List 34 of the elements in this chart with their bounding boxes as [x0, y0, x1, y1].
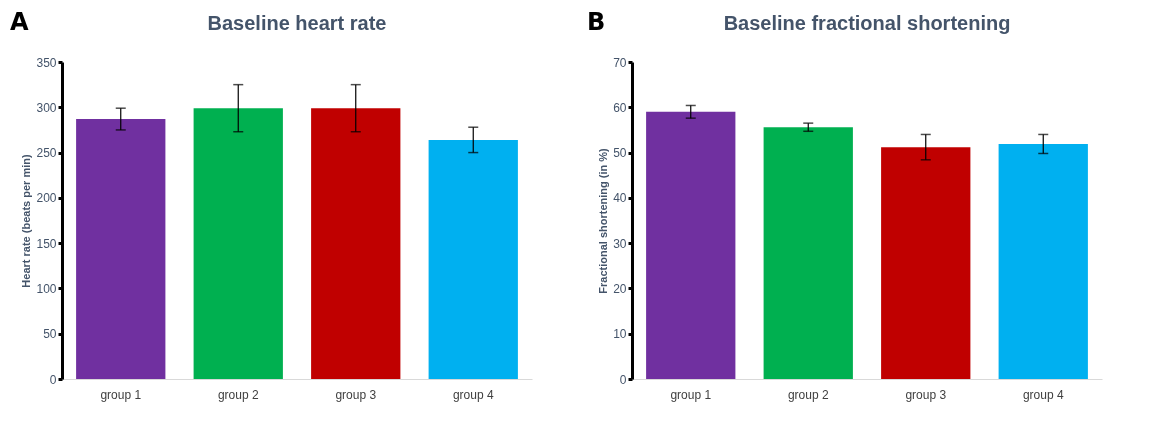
x-tick-label: group 1: [670, 387, 712, 402]
x-tick-label: group 3: [335, 387, 377, 402]
y-tick-label: 40: [613, 191, 627, 206]
chart-title: Baseline fractional shortening: [723, 12, 1011, 34]
x-tick-label: group 2: [787, 387, 829, 402]
y-tick-label: 250: [36, 146, 57, 161]
y-tick-label: 30: [613, 236, 627, 251]
y-tick-label: 20: [613, 281, 627, 296]
y-tick-label: 0: [49, 372, 57, 387]
x-tick-label: group 1: [100, 387, 142, 402]
chart-title: Baseline heart rate: [207, 12, 387, 34]
text: A: [10, 8, 29, 36]
x-tick-label: group 2: [217, 387, 259, 402]
y-tick-label: 100: [36, 281, 57, 296]
bar: [646, 111, 736, 379]
y-axis-title: Fractional shortening (in %): [597, 147, 610, 294]
y-tick-label: 0: [619, 372, 627, 387]
x-tick-label: group 4: [452, 387, 494, 402]
y-tick-label: 70: [613, 55, 627, 70]
bar: [763, 127, 853, 379]
y-tick-label: 300: [36, 100, 57, 115]
y-tick-label: 50: [613, 146, 627, 161]
x-tick-label: group 4: [1022, 387, 1064, 402]
y-tick-label: 200: [36, 191, 57, 206]
text: B: [587, 8, 606, 36]
x-tick-label: group 3: [905, 387, 947, 402]
y-tick-label: 150: [36, 236, 57, 251]
y-axis-title: Heart rate (beats per min): [20, 154, 33, 288]
y-tick-label: 60: [613, 100, 627, 115]
bar: [881, 147, 971, 379]
y-tick-label: 10: [613, 327, 627, 342]
y-tick-label: 50: [43, 327, 57, 342]
bar: [998, 143, 1088, 379]
y-tick-label: 350: [36, 55, 57, 70]
